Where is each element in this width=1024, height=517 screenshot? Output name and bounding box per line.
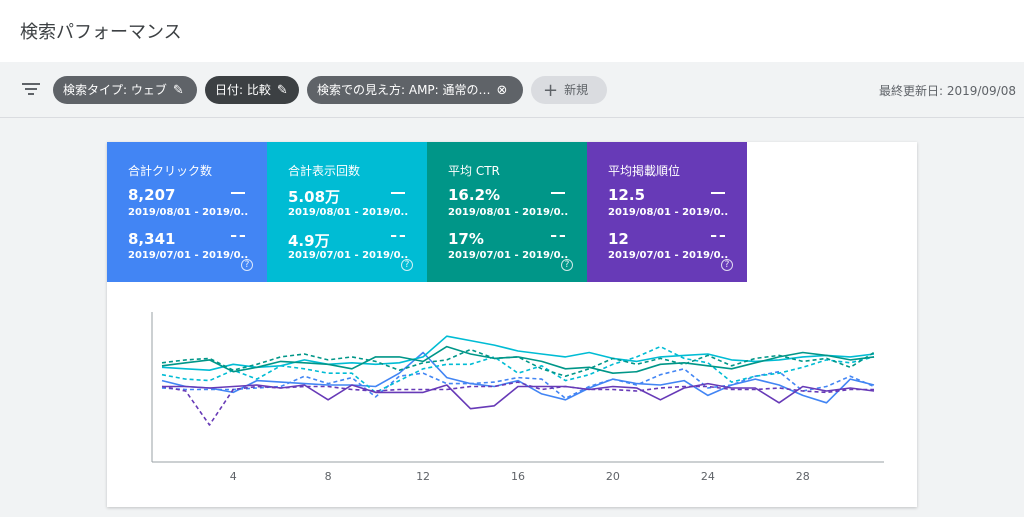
metric-date-previous: 2019/07/01 - 2019/0... (608, 250, 728, 261)
chip-label: 検索での見え方: AMP: 通常の… (317, 83, 491, 97)
metric-title: 合計表示回数 (288, 164, 361, 178)
x-tick-label: 28 (796, 470, 810, 483)
metric-card-impressions[interactable]: 合計表示回数 5.08万 2019/08/01 - 2019/0... 4.9万… (267, 142, 427, 282)
solid-line-icon (711, 192, 725, 194)
series-line-0 (161, 351, 875, 404)
new-filter-button[interactable]: + 新規 (531, 76, 607, 104)
chart-axes (151, 312, 884, 463)
clear-icon[interactable]: ⊗ (496, 83, 508, 98)
metric-date-current: 2019/08/01 - 2019/0... (128, 207, 248, 218)
series-line-7 (161, 381, 874, 426)
metric-date-current: 2019/08/01 - 2019/0... (608, 207, 728, 218)
x-tick-label: 12 (416, 470, 430, 483)
x-tick-label: 4 (230, 470, 237, 483)
metric-title: 平均 CTR (448, 164, 500, 178)
metric-value-previous: 8,341 (128, 230, 176, 248)
new-filter-label: 新規 (564, 83, 589, 97)
metric-date-previous: 2019/07/01 - 2019/0... (448, 250, 568, 261)
help-icon[interactable]: ? (561, 259, 573, 271)
metric-date-current: 2019/08/01 - 2019/0... (288, 207, 408, 218)
last-updated: 最終更新日: 2019/09/08 (878, 84, 1016, 98)
solid-line-icon (231, 192, 245, 194)
metric-card-ctr[interactable]: 平均 CTR 16.2% 2019/08/01 - 2019/0... 17% … (427, 142, 587, 282)
dashed-line-icon (711, 235, 725, 237)
metric-value-current: 12.5 (608, 186, 646, 204)
metric-date-previous: 2019/07/01 - 2019/0... (288, 250, 408, 261)
chart-x-ticks: 4 8 12 16 20 24 28 (230, 470, 810, 483)
app-header: 検索パフォーマンス (0, 0, 1024, 62)
solid-line-icon (391, 192, 405, 194)
metric-card-clicks[interactable]: 合計クリック数 8,207 2019/08/01 - 2019/0... 8,3… (107, 142, 267, 282)
metric-value-current: 5.08万 (288, 188, 341, 206)
page-title: 検索パフォーマンス (20, 22, 182, 43)
plus-icon: + (543, 80, 559, 101)
pencil-icon[interactable]: ✎ (172, 83, 184, 98)
dashed-line-icon (391, 235, 405, 237)
search-type-chip[interactable]: 検索タイプ: ウェブ ✎ (53, 76, 197, 104)
performance-card: 合計クリック数 8,207 2019/08/01 - 2019/0... 8,3… (107, 142, 917, 507)
performance-chart[interactable]: 4 8 12 16 20 24 28 (107, 282, 917, 504)
x-tick-label: 24 (701, 470, 715, 483)
dashed-line-icon (231, 235, 245, 237)
metric-title: 合計クリック数 (128, 164, 213, 178)
series-line-4 (161, 345, 875, 374)
help-icon[interactable]: ? (721, 259, 733, 271)
chip-label: 検索タイプ: ウェブ (63, 83, 167, 97)
metric-value-previous: 12 (608, 230, 629, 248)
solid-line-icon (551, 192, 565, 194)
chip-label: 日付: 比較 (215, 83, 271, 97)
metric-value-current: 8,207 (128, 186, 176, 204)
series-line-1 (161, 368, 875, 400)
metric-value-previous: 4.9万 (288, 232, 330, 250)
chart-lines (161, 335, 875, 426)
dashed-line-icon (551, 235, 565, 237)
x-tick-label: 20 (606, 470, 620, 483)
pencil-icon[interactable]: ✎ (276, 83, 288, 98)
search-appearance-chip[interactable]: 検索での見え方: AMP: 通常の… ⊗ (307, 76, 523, 104)
filter-bar: 検索タイプ: ウェブ ✎ 日付: 比較 ✎ 検索での見え方: AMP: 通常の… ⊗ … (0, 62, 1024, 118)
help-icon[interactable]: ? (401, 259, 413, 271)
metric-title: 平均掲載順位 (608, 164, 681, 178)
date-chip[interactable]: 日付: 比較 ✎ (205, 76, 299, 104)
x-tick-label: 8 (325, 470, 332, 483)
x-tick-label: 16 (511, 470, 525, 483)
metric-date-current: 2019/08/01 - 2019/0... (448, 207, 568, 218)
metric-value-previous: 17% (448, 230, 484, 248)
metric-value-current: 16.2% (448, 186, 501, 204)
series-line-3 (161, 345, 875, 394)
help-icon[interactable]: ? (241, 259, 253, 271)
metric-date-previous: 2019/07/01 - 2019/0... (128, 250, 248, 261)
filter-icon[interactable] (22, 82, 40, 96)
metric-card-position[interactable]: 平均掲載順位 12.5 2019/08/01 - 2019/0... 12 20… (587, 142, 747, 282)
